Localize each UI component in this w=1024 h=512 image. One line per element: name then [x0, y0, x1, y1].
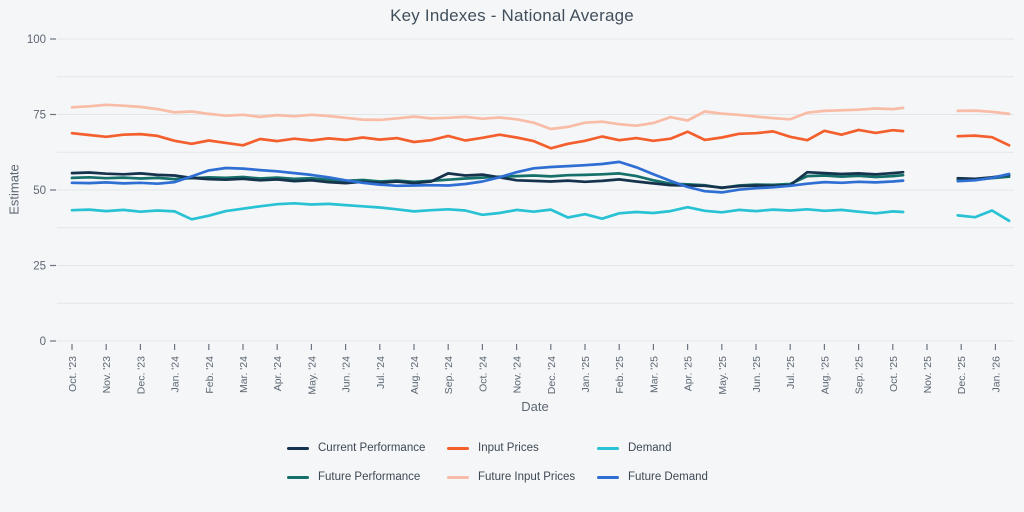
series-line-current_performance: [70, 170, 905, 189]
x-tick-label: Oct. '23: [67, 356, 79, 392]
y-axis-title: Estimate: [6, 164, 22, 215]
legend-item-future-performance[interactable]: Future Performance: [287, 471, 447, 483]
x-tick-label: Feb. '24: [204, 356, 216, 394]
legend-item-future-input-prices[interactable]: Future Input Prices: [447, 471, 597, 483]
legend-swatch-demand: [597, 446, 619, 450]
x-tick-label: Sep. '25: [854, 356, 866, 394]
series-line-future_input_prices: [956, 109, 1011, 116]
series-line-demand: [70, 201, 905, 221]
x-tick-label: Jul. '25: [785, 356, 797, 389]
series-line-input_prices: [70, 128, 905, 150]
legend-label: Current Performance: [318, 442, 426, 454]
x-tick-label: Nov. '25: [922, 356, 934, 394]
legend-swatch-input-prices: [447, 446, 469, 450]
x-tick-label: Oct. '25: [888, 356, 900, 392]
x-tick-label: Dec. '25: [956, 356, 968, 394]
x-tick-label: Jun. '25: [751, 356, 763, 393]
chart-title: Key Indexes - National Average: [390, 6, 634, 25]
series-line-future_demand: [70, 160, 905, 194]
legend-item-current-performance[interactable]: Current Performance: [287, 442, 447, 454]
y-tick-label: 100: [27, 34, 46, 46]
legend-label: Future Performance: [318, 471, 421, 483]
legend-swatch-future-input-prices: [447, 475, 469, 479]
series-line-demand: [956, 209, 1011, 223]
legend-label: Demand: [628, 442, 672, 454]
x-tick-label: Dec. '24: [546, 356, 558, 394]
x-tick-label: Aug. '25: [819, 356, 831, 394]
x-tick-label: Aug. '24: [409, 356, 421, 394]
y-tick-label: 75: [33, 110, 46, 122]
legend-item-input-prices[interactable]: Input Prices: [447, 442, 597, 454]
legend-item-demand[interactable]: Demand: [597, 442, 737, 454]
legend-label: Input Prices: [478, 442, 539, 454]
chart-canvas: 0 25 50 75 100 Oct. '23 Nov. '23 Dec. '23 Jan. '…: [27, 34, 1014, 395]
x-tick-label: Mar. '25: [648, 356, 660, 393]
series-line-input_prices: [956, 134, 1011, 147]
series-line-future_demand: [956, 172, 1011, 183]
x-tick-label: Feb. '25: [614, 356, 626, 394]
y-tick-label: 25: [33, 261, 46, 273]
x-axis-title: Date: [521, 399, 549, 414]
x-tick-label: May. '25: [717, 356, 729, 395]
x-tick-label: Nov. '24: [512, 356, 524, 394]
x-tick-label: Sep. '24: [443, 356, 455, 394]
legend-swatch-future-demand: [597, 475, 619, 479]
x-tick-label: Jun. '24: [341, 356, 353, 393]
y-tick-label: 50: [33, 185, 46, 197]
legend-swatch-future-performance: [287, 475, 309, 479]
chart-legend: Current Performance Input Prices Demand …: [0, 442, 1024, 483]
x-tick-label: Nov. '23: [101, 356, 113, 394]
x-tick-label: Oct. '24: [477, 356, 489, 392]
legend-item-future-demand[interactable]: Future Demand: [597, 471, 737, 483]
series-line-future_input_prices: [70, 103, 905, 131]
x-tick-label: Jul. '24: [375, 356, 387, 389]
x-tick-label: Jan. '25: [580, 356, 592, 393]
x-tick-label: Dec. '23: [135, 356, 147, 394]
x-tick-label: Jan. '24: [170, 356, 182, 393]
y-tick-label: 0: [40, 336, 46, 348]
legend-swatch-current-performance: [287, 446, 309, 450]
x-tick-label: Mar. '24: [238, 356, 250, 393]
legend-label: Future Input Prices: [478, 471, 576, 483]
x-tick-label: Apr. '25: [683, 356, 695, 391]
x-tick-label: Apr. '24: [272, 356, 284, 391]
x-tick-label: Jan. '26: [990, 356, 1002, 393]
x-tick-label: May. '24: [306, 356, 318, 395]
legend-label: Future Demand: [628, 471, 708, 483]
